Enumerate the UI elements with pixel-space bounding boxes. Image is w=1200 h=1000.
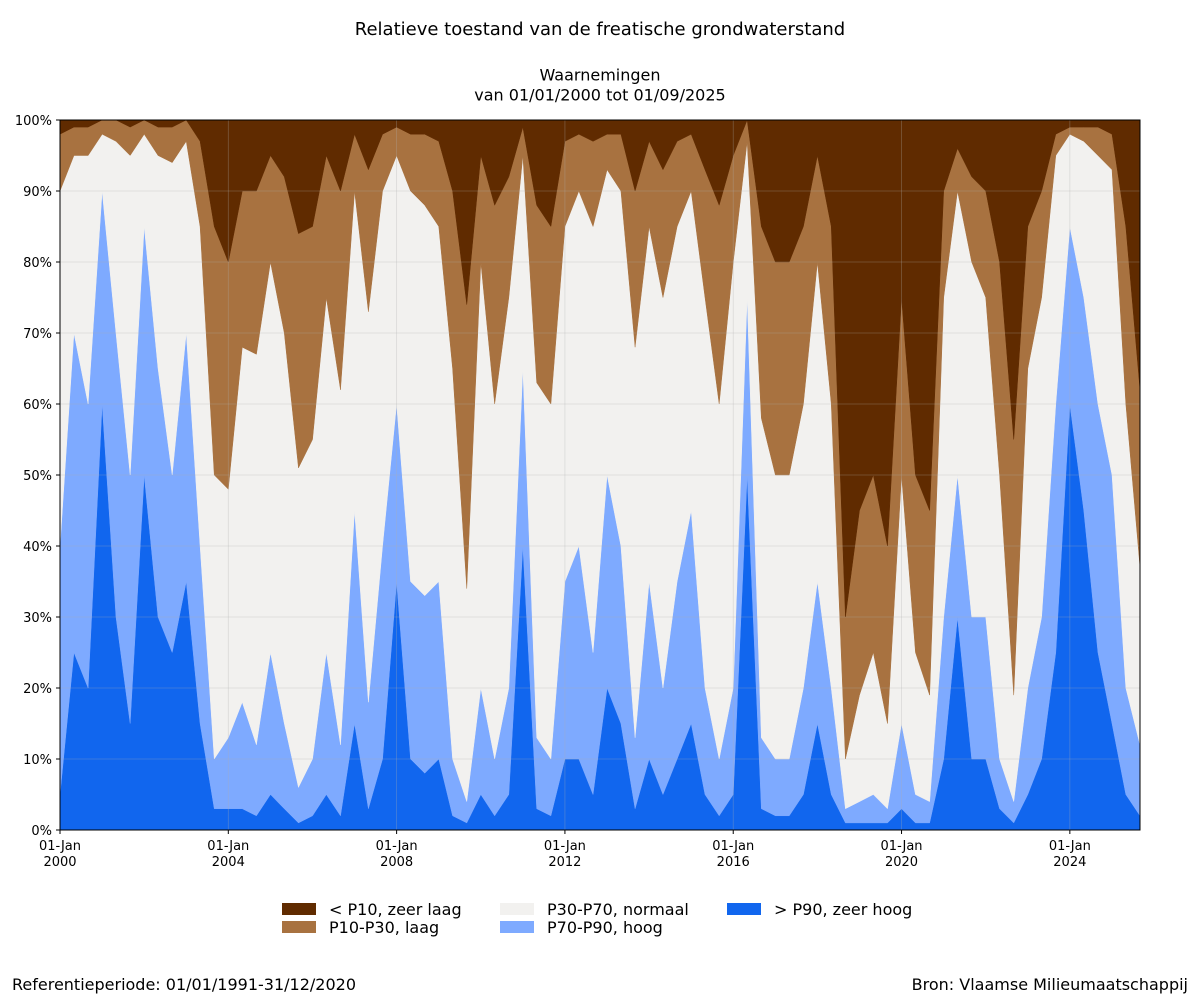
legend-swatch (500, 921, 534, 933)
legend-swatch (727, 903, 761, 915)
legend-swatch (500, 903, 534, 915)
y-tick-label: 10% (23, 753, 52, 768)
y-tick-label: 20% (23, 682, 52, 697)
legend-label: > P90, zeer hoog (774, 900, 912, 919)
footer-note: Referentieperiode: 01/01/1991-31/12/2020 (12, 975, 356, 994)
x-tick-label: 01-Jan 2004 (207, 839, 249, 870)
footer-source: Bron: Vlaamse Milieumaatschappij (912, 975, 1188, 994)
y-tick-label: 80% (23, 256, 52, 271)
y-tick-label: 50% (23, 469, 52, 484)
y-tick-label: 30% (23, 611, 52, 626)
y-tick-label: 90% (23, 185, 52, 200)
chart-subtitle: Waarnemingen van 01/01/2000 tot 01/09/202… (474, 66, 725, 105)
y-tick-label: 100% (15, 114, 52, 129)
legend-label: P10-P30, laag (329, 918, 439, 937)
y-tick-label: 70% (23, 327, 52, 342)
legend-label: P70-P90, hoog (547, 918, 663, 937)
legend-label: P30-P70, normaal (547, 900, 689, 919)
x-tick-label: 01-Jan 2024 (1049, 839, 1091, 870)
legend-swatch (282, 903, 316, 915)
x-tick-label: 01-Jan 2000 (39, 839, 81, 870)
y-tick-label: 40% (23, 540, 52, 555)
y-tick-label: 60% (23, 398, 52, 413)
x-tick-label: 01-Jan 2016 (712, 839, 754, 870)
y-tick-label: 0% (31, 824, 52, 839)
x-tick-label: 01-Jan 2012 (544, 839, 586, 870)
plot-frame (59, 119, 1141, 831)
x-tick-label: 01-Jan 2020 (881, 839, 923, 870)
x-tick-label: 01-Jan 2008 (376, 839, 418, 870)
legend-swatch (282, 921, 316, 933)
legend-label: < P10, zeer laag (329, 900, 462, 919)
chart-title: Relatieve toestand van de freatische gro… (355, 19, 845, 40)
